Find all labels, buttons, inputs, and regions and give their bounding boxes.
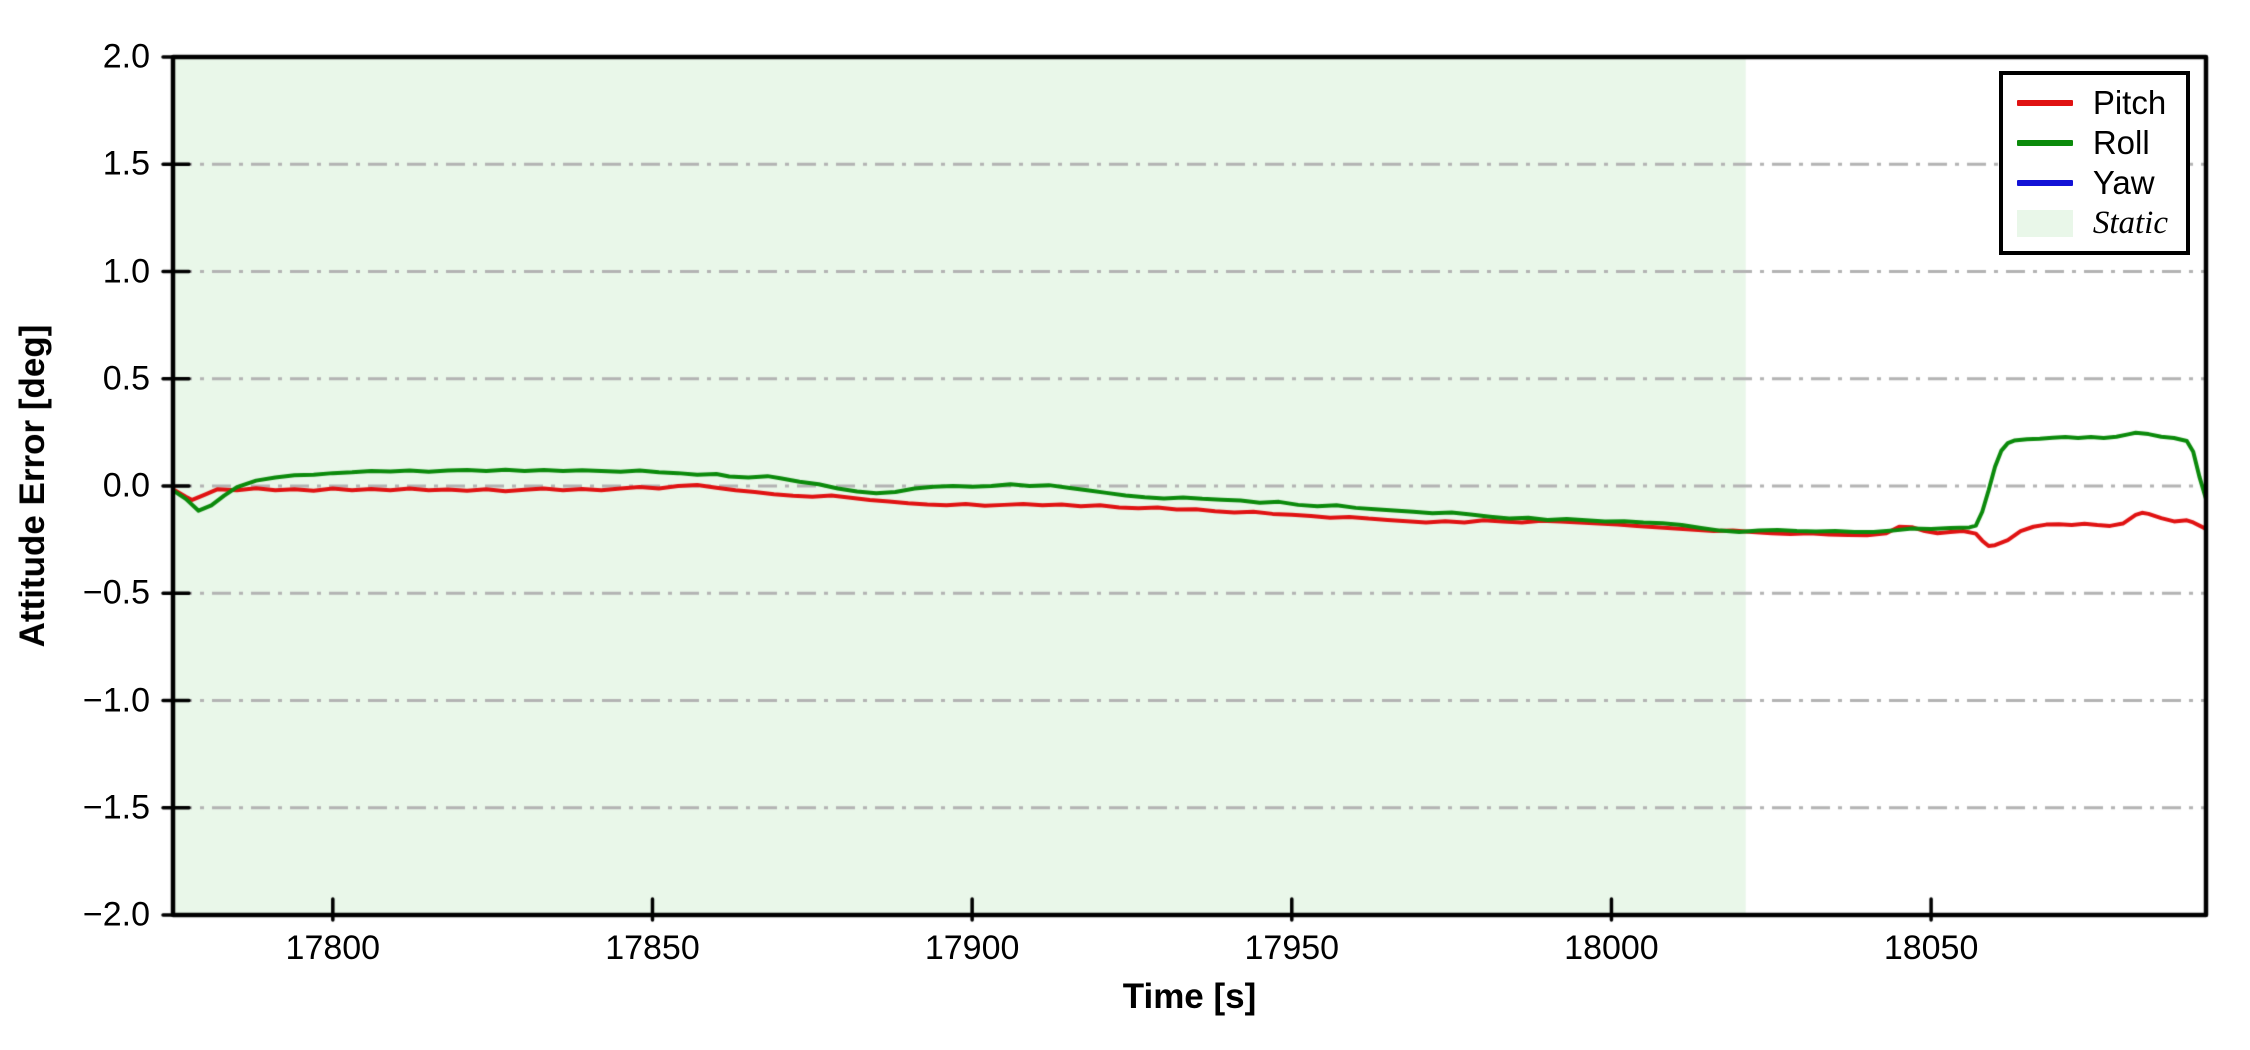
y-tick-label: 0.0 [102, 466, 150, 505]
legend-static-label: Static [2092, 205, 2168, 241]
legend-roll-swatch [2016, 140, 2073, 146]
legend-pitch-label: Pitch [2092, 84, 2167, 121]
y-tick-label: −1.5 [82, 788, 150, 827]
x-tick-label: 18000 [1564, 929, 1659, 967]
legend-entry-roll: Roll [2016, 124, 2168, 161]
y-tick-label: 2.0 [102, 37, 150, 76]
x-tick-label: 17900 [924, 929, 1020, 967]
y-tick-label: 1.5 [102, 144, 150, 183]
y-tick-label: −2.0 [82, 895, 150, 934]
x-axis-label: Time [s] [1122, 977, 1257, 1016]
legend-entry-pitch: Pitch [2016, 84, 2168, 121]
legend-entry-static: Static [2016, 205, 2168, 241]
legend-yaw-label: Yaw [2092, 164, 2155, 201]
legend-yaw-swatch [2016, 180, 2073, 186]
legend-roll-label: Roll [2092, 124, 2150, 161]
legend: Pitch Roll Yaw Static [1998, 71, 2190, 255]
x-tick-label: 17950 [1244, 929, 1340, 967]
y-tick-label: −0.5 [82, 573, 150, 612]
x-tick-label: 17850 [605, 929, 700, 967]
y-tick-label: 0.5 [102, 359, 150, 398]
legend-pitch-swatch [2016, 100, 2073, 106]
legend-static-swatch [2016, 209, 2073, 237]
y-tick-label: −1.0 [82, 681, 150, 719]
x-tick-label: 17800 [285, 929, 381, 967]
y-tick-label: 1.0 [102, 252, 150, 290]
legend-entry-yaw: Yaw [2016, 164, 2168, 201]
x-tick-label: 18050 [1883, 929, 1979, 967]
